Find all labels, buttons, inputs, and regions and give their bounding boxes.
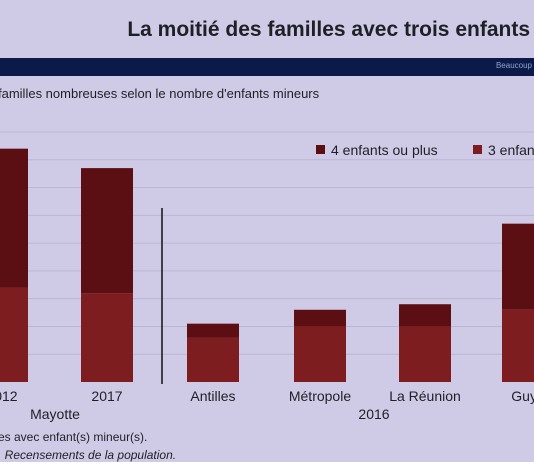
- banner-text: Beaucoup: [495, 61, 532, 70]
- x-tick-label: La Réunion: [389, 388, 461, 404]
- slide-title: La moitié des familles avec trois enfant…: [127, 18, 530, 41]
- bar-three-children: [502, 309, 534, 382]
- x-tick-label: Guya: [511, 388, 534, 404]
- x-tick-label: 2012: [0, 388, 18, 404]
- x-group-label: Mayotte: [30, 406, 80, 422]
- gridlines: [0, 131, 534, 355]
- bar-four-plus-children: [399, 304, 451, 327]
- bar-three-children: [0, 287, 28, 382]
- bar-four-plus-children: [294, 309, 346, 327]
- chart-source: . Recensements de la population.: [0, 448, 177, 462]
- x-axis-labels: 2012 2017 Antilles Métropole La Réunion Guya M…: [0, 388, 534, 422]
- bar-four-plus-children: [187, 323, 239, 338]
- bar-four-plus-children: [81, 168, 133, 294]
- legend-four-plus-label: 4 enfants ou plus: [331, 142, 438, 158]
- legend-four-plus-swatch: [316, 145, 325, 154]
- bar-three-children: [399, 326, 451, 382]
- bar-four-plus-children: [502, 223, 534, 310]
- bars: [0, 148, 534, 382]
- legend-three-swatch: [473, 145, 482, 154]
- legend: 4 enfants ou plus 3 enfan: [316, 142, 534, 158]
- x-tick-label: Antilles: [190, 388, 235, 404]
- x-tick-label: Métropole: [289, 388, 351, 404]
- bar-four-plus-children: [0, 148, 28, 288]
- bar-three-children: [81, 293, 133, 382]
- chart-note: es avec enfant(s) mineur(s).: [0, 430, 148, 444]
- x-tick-label: 2017: [91, 388, 122, 404]
- x-group-label: 2016: [358, 406, 389, 422]
- chart-subtitle: familles nombreuses selon le nombre d'en…: [0, 86, 320, 101]
- legend-three-label: 3 enfan: [488, 142, 534, 158]
- bar-three-children: [187, 337, 239, 382]
- title-banner: Beaucoup: [0, 58, 534, 76]
- bar-three-children: [294, 326, 346, 382]
